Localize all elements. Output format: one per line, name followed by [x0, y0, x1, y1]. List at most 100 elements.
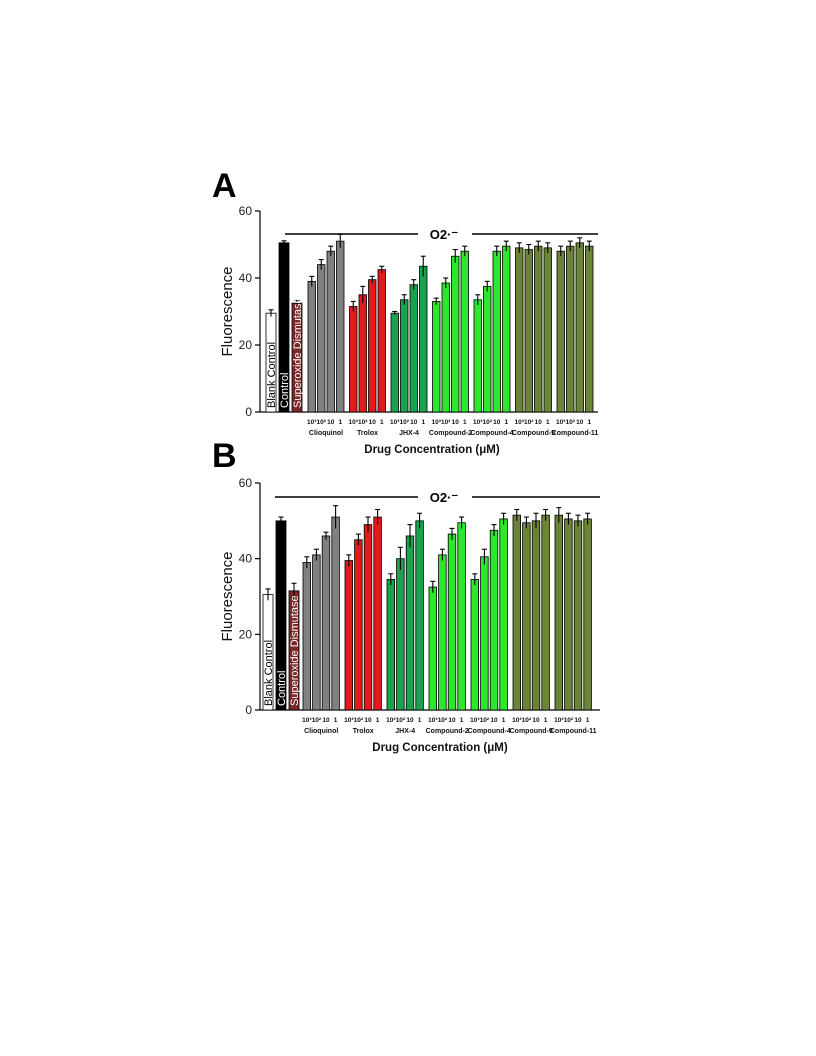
bar-clioquinol-2 [326, 250, 335, 413]
conc-tick-label: 10³ [515, 419, 525, 426]
conc-tick-label: 10² [441, 419, 451, 426]
group-label-trolox: Trolox [353, 728, 374, 735]
conc-tick-label: 1 [460, 717, 464, 724]
bar-compound-11-2 [575, 242, 584, 413]
conc-tick-label: 10² [566, 419, 576, 426]
bar-compound-4-2 [492, 250, 501, 413]
bar-jhx-4-0 [390, 312, 399, 413]
conc-tick-label: 1 [463, 419, 467, 426]
bar-trolox-0 [349, 306, 358, 413]
conc-tick-label: 10 [576, 419, 584, 426]
bar-compound-4-1 [483, 285, 492, 413]
bar-clioquinol-1 [312, 554, 321, 711]
conc-tick-label: 10³ [307, 419, 317, 426]
bar-jhx-4-3 [415, 520, 424, 711]
label-superoxide-dismutase: Superoxide Dismutase [292, 297, 304, 408]
conc-tick-label: 10 [493, 419, 501, 426]
bar-trolox-2 [363, 524, 373, 711]
conc-tick-label: 10³ [390, 419, 400, 426]
label-blank-control: Blank Control [266, 342, 278, 408]
bar-jhx-4-3 [419, 265, 428, 413]
group-label-compound-9: Compound-9 [510, 728, 553, 735]
conc-tick-label: 10³ [344, 717, 354, 724]
bar-compound-2-0 [428, 586, 437, 711]
group-label-trolox: Trolox [357, 430, 378, 437]
conc-tick-label: 10 [532, 717, 540, 724]
bar-clioquinol-0 [307, 280, 316, 413]
x-axis-label: Drug Concentration (μM) [364, 444, 500, 456]
conc-tick-label: 10³ [470, 717, 480, 724]
conc-tick-label: 10³ [512, 717, 522, 724]
x-axis-label: Drug Concentration (μM) [372, 742, 508, 754]
bar-clioquinol-3 [336, 240, 345, 413]
label-blank-control: Blank Control [263, 640, 275, 706]
conc-tick-label: 10 [327, 419, 335, 426]
bar-compound-9-0 [515, 247, 524, 413]
conc-tick-label: 1 [421, 419, 425, 426]
conc-tick-label: 10 [452, 419, 460, 426]
conc-tick-label: 10² [354, 717, 364, 724]
bar-compound-2-2 [447, 533, 457, 711]
group-label-compound-9: Compound-9 [512, 430, 555, 437]
bar-compound-9-2 [531, 520, 541, 711]
conc-tick-label: 10³ [473, 419, 483, 426]
conc-tick-label: 1 [502, 717, 506, 724]
conc-tick-label: 10 [322, 717, 330, 724]
bar-compound-9-2 [534, 245, 543, 413]
conc-tick-label: 10³ [428, 717, 438, 724]
conc-tick-label: 10² [317, 419, 327, 426]
bar-clioquinol-2 [321, 535, 331, 711]
group-label-jhx-4: JHX-4 [399, 430, 419, 437]
bar-compound-2-2 [451, 255, 460, 413]
conc-tick-label: 10² [438, 717, 448, 724]
label-control: Control [276, 671, 288, 706]
bar-trolox-0 [344, 560, 353, 711]
conc-tick-label: 10² [480, 717, 490, 724]
conc-tick-label: 10² [400, 419, 410, 426]
bar-compound-4-1 [480, 556, 489, 711]
bar-compound-2-3 [460, 250, 469, 413]
conc-tick-label: 10³ [556, 419, 566, 426]
bar-compound-2-1 [438, 554, 447, 711]
panel-a: A 0 20 40 60 Fluorescence Blank Control Contro… [200, 165, 620, 465]
y-tick-label: 60 [239, 476, 253, 490]
conc-tick-label: 10 [410, 419, 418, 426]
group-label-compound-11: Compound-11 [552, 430, 599, 437]
bar-compound-4-0 [470, 579, 479, 711]
chart-a: 0 20 40 60 Fluorescence Blank Control Control S… [219, 204, 599, 456]
conc-tick-label: 10³ [386, 717, 396, 724]
bar-trolox-3 [373, 516, 382, 711]
conc-tick-label: 1 [546, 419, 550, 426]
group-label-compound-2: Compound-2 [429, 430, 472, 437]
conc-tick-label: 10² [312, 717, 322, 724]
y-tick-label: 0 [245, 703, 252, 717]
group-label-compound-11: Compound-11 [550, 728, 597, 735]
conc-tick-label: 10 [490, 717, 498, 724]
chart-b: 0 20 40 60 Fluorescence Blank Control Control S… [219, 476, 600, 754]
group-label-clioquinol: Clioquinol [304, 728, 338, 735]
conc-tick-label: 10² [358, 419, 368, 426]
annotation-superoxide: O2·⁻ [430, 490, 459, 505]
bar-compound-4-3 [499, 518, 508, 711]
bar-clioquinol-1 [317, 264, 326, 413]
y-tick-label: 40 [239, 552, 253, 566]
bar-jhx-4-2 [409, 284, 418, 413]
conc-tick-label: 10² [483, 419, 493, 426]
label-superoxide-dismutase: Superoxide Dismutase [289, 595, 301, 706]
group-label-compound-4: Compound-4 [468, 728, 511, 735]
bar-compound-4-2 [489, 529, 499, 711]
conc-tick-label: 10³ [432, 419, 442, 426]
bar-compound-9-3 [541, 514, 550, 711]
bar-trolox-2 [368, 279, 377, 413]
conc-tick-label: 10³ [349, 419, 359, 426]
bar-compound-11-1 [564, 518, 573, 711]
bar-clioquinol-3 [331, 516, 340, 711]
panel-b: B 0 20 40 60 Fluorescence Blank Control Contro… [200, 435, 620, 755]
conc-tick-label: 10³ [554, 717, 564, 724]
y-tick-label: 0 [245, 405, 252, 419]
panel-a-letter: A [212, 167, 237, 205]
bar-compound-2-3 [457, 522, 466, 711]
bar-clioquinol-0 [302, 562, 311, 711]
bar-compound-11-2 [573, 520, 583, 711]
y-tick-label: 20 [239, 627, 253, 641]
